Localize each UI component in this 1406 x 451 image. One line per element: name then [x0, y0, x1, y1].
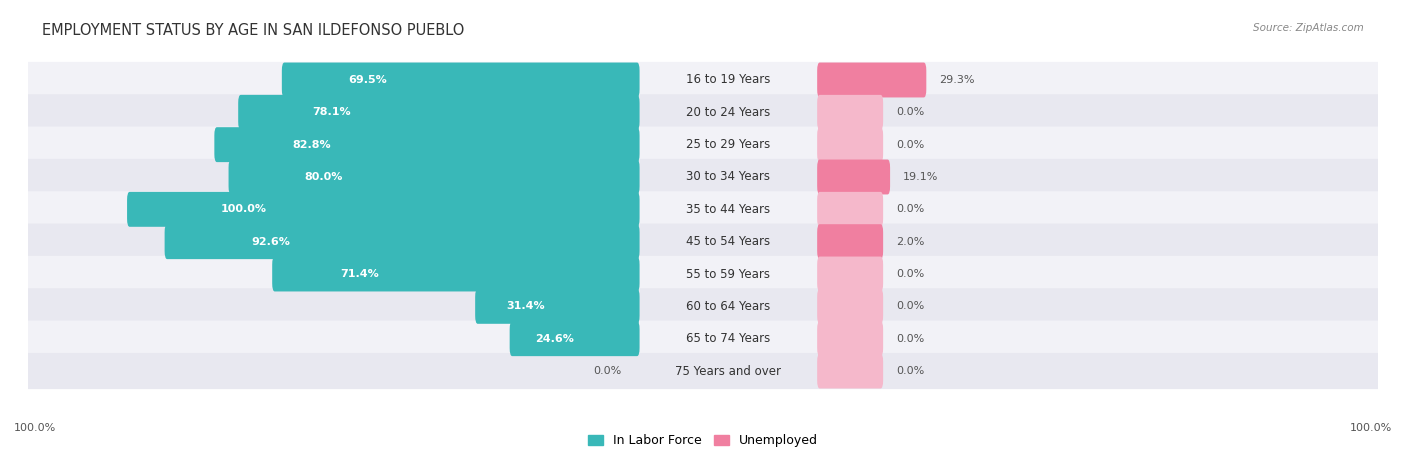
FancyBboxPatch shape — [27, 94, 1379, 130]
Text: 19.1%: 19.1% — [903, 172, 938, 182]
FancyBboxPatch shape — [817, 63, 927, 97]
Text: 0.0%: 0.0% — [896, 107, 924, 117]
FancyBboxPatch shape — [817, 289, 883, 324]
FancyBboxPatch shape — [27, 288, 1379, 324]
Text: 82.8%: 82.8% — [292, 140, 332, 150]
FancyBboxPatch shape — [27, 321, 1379, 357]
Text: 24.6%: 24.6% — [534, 334, 574, 344]
Text: 0.0%: 0.0% — [896, 269, 924, 279]
FancyBboxPatch shape — [27, 224, 1379, 260]
Text: 29.3%: 29.3% — [939, 75, 974, 85]
Text: 45 to 54 Years: 45 to 54 Years — [686, 235, 770, 248]
Text: 55 to 59 Years: 55 to 59 Years — [686, 267, 770, 281]
Text: 25 to 29 Years: 25 to 29 Years — [686, 138, 770, 151]
FancyBboxPatch shape — [817, 257, 883, 291]
FancyBboxPatch shape — [509, 321, 640, 356]
FancyBboxPatch shape — [214, 127, 640, 162]
Legend: In Labor Force, Unemployed: In Labor Force, Unemployed — [583, 429, 823, 451]
Text: 65 to 74 Years: 65 to 74 Years — [686, 332, 770, 345]
FancyBboxPatch shape — [229, 160, 640, 194]
Text: 92.6%: 92.6% — [252, 237, 291, 247]
Text: 20 to 24 Years: 20 to 24 Years — [686, 106, 770, 119]
Text: 30 to 34 Years: 30 to 34 Years — [686, 170, 770, 184]
FancyBboxPatch shape — [27, 353, 1379, 389]
Text: 78.1%: 78.1% — [312, 107, 350, 117]
FancyBboxPatch shape — [27, 191, 1379, 227]
Text: 69.5%: 69.5% — [347, 75, 387, 85]
Text: 100.0%: 100.0% — [14, 423, 56, 433]
Text: 16 to 19 Years: 16 to 19 Years — [686, 74, 770, 87]
Text: 2.0%: 2.0% — [896, 237, 924, 247]
Text: 0.0%: 0.0% — [896, 140, 924, 150]
FancyBboxPatch shape — [127, 192, 640, 227]
Text: 100.0%: 100.0% — [1350, 423, 1392, 433]
FancyBboxPatch shape — [817, 354, 883, 388]
FancyBboxPatch shape — [273, 257, 640, 291]
Text: 0.0%: 0.0% — [896, 366, 924, 376]
Text: 80.0%: 80.0% — [304, 172, 343, 182]
FancyBboxPatch shape — [817, 321, 883, 356]
Text: 35 to 44 Years: 35 to 44 Years — [686, 203, 770, 216]
Text: 71.4%: 71.4% — [340, 269, 378, 279]
Text: 100.0%: 100.0% — [221, 204, 267, 214]
FancyBboxPatch shape — [475, 289, 640, 324]
Text: 0.0%: 0.0% — [896, 301, 924, 311]
Text: 60 to 64 Years: 60 to 64 Years — [686, 300, 770, 313]
FancyBboxPatch shape — [27, 256, 1379, 292]
FancyBboxPatch shape — [238, 95, 640, 130]
FancyBboxPatch shape — [817, 224, 883, 259]
FancyBboxPatch shape — [27, 62, 1379, 98]
FancyBboxPatch shape — [817, 160, 890, 194]
FancyBboxPatch shape — [27, 159, 1379, 195]
Text: Source: ZipAtlas.com: Source: ZipAtlas.com — [1253, 23, 1364, 32]
FancyBboxPatch shape — [165, 224, 640, 259]
FancyBboxPatch shape — [27, 127, 1379, 163]
Text: 31.4%: 31.4% — [506, 301, 546, 311]
FancyBboxPatch shape — [817, 95, 883, 130]
FancyBboxPatch shape — [817, 127, 883, 162]
Text: EMPLOYMENT STATUS BY AGE IN SAN ILDEFONSO PUEBLO: EMPLOYMENT STATUS BY AGE IN SAN ILDEFONS… — [42, 23, 464, 37]
Text: 0.0%: 0.0% — [593, 366, 621, 376]
Text: 0.0%: 0.0% — [896, 334, 924, 344]
Text: 75 Years and over: 75 Years and over — [675, 364, 782, 377]
FancyBboxPatch shape — [817, 192, 883, 227]
FancyBboxPatch shape — [281, 63, 640, 97]
Text: 0.0%: 0.0% — [896, 204, 924, 214]
